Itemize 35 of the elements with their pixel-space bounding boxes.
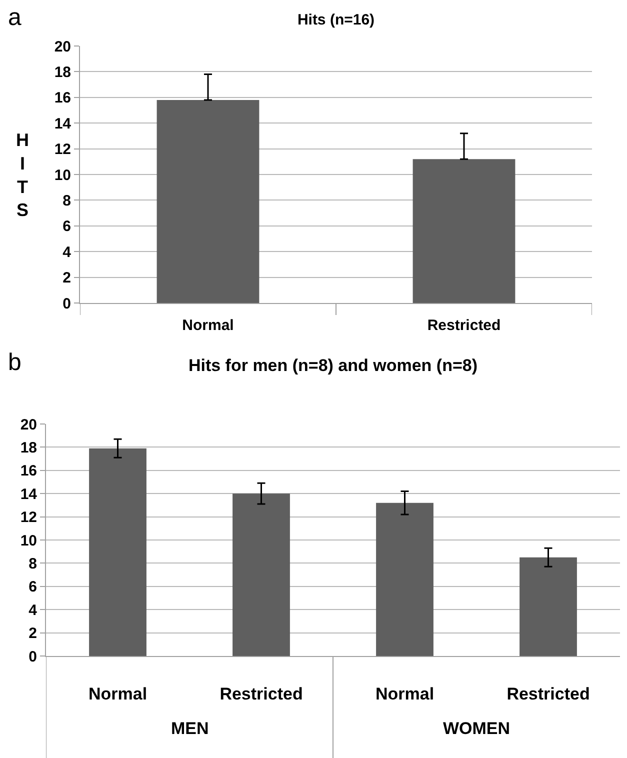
x-tick-label: Normal <box>88 684 148 704</box>
y-tick-label: 6 <box>62 218 71 236</box>
y-tick-label: 0 <box>28 648 37 666</box>
y-tick-label: 18 <box>54 64 71 81</box>
x-tick-label: Normal <box>375 684 434 704</box>
y-tick-label: 14 <box>54 115 72 132</box>
y-tick-label: 20 <box>20 416 37 434</box>
chart-title: Hits for men (n=8) and women (n=8) <box>188 356 478 375</box>
y-tick-label: 2 <box>62 270 71 287</box>
text: a <box>8 4 22 31</box>
y-tick-label: 8 <box>62 192 71 210</box>
y-tick-label: 6 <box>28 578 37 596</box>
y-tick-label: 12 <box>54 141 71 158</box>
y-tick-label: 18 <box>20 439 37 456</box>
y-tick-label: 16 <box>20 462 37 480</box>
chart-title: Hits (n=16) <box>297 12 375 28</box>
y-tick-label: 14 <box>20 486 38 503</box>
text: b <box>8 349 22 376</box>
y-tick-label: 12 <box>20 509 37 526</box>
y-tick-label: 8 <box>28 555 37 572</box>
y-tick-label: 10 <box>54 166 71 184</box>
y-tick-label: 4 <box>62 244 72 261</box>
text: WOMEN <box>443 719 510 738</box>
y-tick-label: 0 <box>62 295 71 312</box>
y-tick-label: 20 <box>54 38 71 56</box>
y-tick-label: 10 <box>20 532 37 550</box>
y-tick-label: 2 <box>28 625 37 642</box>
text: MEN <box>171 719 209 738</box>
x-tick-label: Restricted <box>220 684 303 704</box>
y-tick-label: 16 <box>54 90 71 107</box>
x-tick-label: Normal <box>182 317 234 334</box>
x-tick-label: Restricted <box>427 317 501 334</box>
y-tick-label: 4 <box>28 602 38 619</box>
x-tick-label: Restricted <box>506 684 590 704</box>
y-axis-title: HITS <box>16 130 29 220</box>
